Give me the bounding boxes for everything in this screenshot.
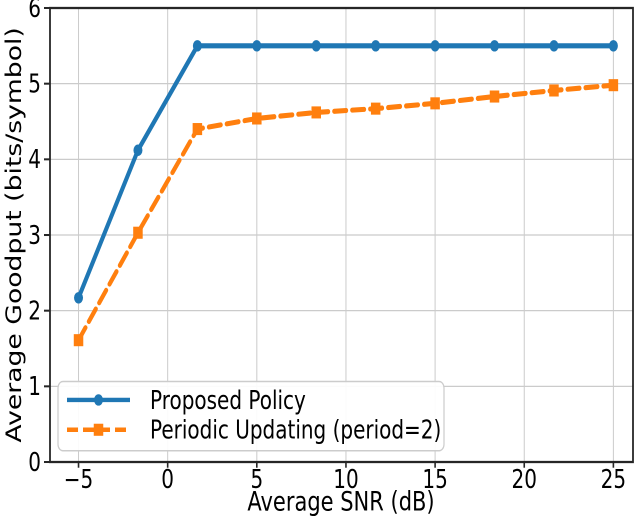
proposed-policy-marker	[549, 40, 559, 52]
x-tick-label: 25	[601, 466, 626, 495]
series-proposed-policy	[74, 40, 618, 304]
periodic-updating-period-2-line	[76, 82, 616, 343]
y-tick-label: 1	[28, 373, 41, 402]
proposed-policy-marker	[133, 144, 143, 156]
legend-label-periodic-updating: Periodic Updating (period=2)	[150, 416, 441, 445]
legend-sample-marker	[93, 423, 104, 436]
legend: Proposed Policy Periodic Updating (perio…	[57, 380, 445, 452]
periodic-updating-period-2-marker	[489, 90, 500, 103]
periodic-updating-period-2-marker	[252, 112, 262, 125]
y-tick-label: 2	[28, 297, 41, 326]
x-tick-label: 5	[250, 466, 263, 495]
x-tick-label: −5	[64, 466, 93, 495]
periodic-updating-period-2-marker	[73, 334, 84, 347]
periodic-updating-period-2-marker	[430, 97, 440, 110]
x-tick-label: 10	[333, 466, 358, 495]
proposed-policy-marker	[608, 40, 618, 52]
y-tick-label: 0	[28, 449, 41, 478]
legend-label-proposed-policy: Proposed Policy	[150, 387, 306, 416]
legend-sample-marker	[94, 394, 103, 406]
proposed-policy-line	[76, 43, 616, 301]
proposed-policy-marker	[430, 40, 440, 52]
proposed-policy-marker	[74, 292, 84, 304]
legend-box	[57, 380, 445, 452]
series-periodic-updating-period-2	[73, 79, 619, 347]
y-tick-label: 5	[28, 70, 41, 99]
tick-labels: −5 0 5 10 15 20 25 0 1 2 3 4 5 6	[28, 0, 626, 495]
x-axis-label: Average SNR (dB)	[247, 486, 434, 517]
periodic-updating-period-2-marker	[549, 84, 559, 97]
proposed-policy-marker	[252, 40, 262, 52]
x-tick-label: 0	[161, 466, 174, 495]
y-axis-label: Average Goodput (bits/symbol)	[2, 27, 27, 442]
data-series	[73, 40, 619, 347]
x-tick-label: 20	[512, 466, 537, 495]
periodic-updating-period-2-marker	[370, 102, 381, 115]
periodic-updating-period-2-marker	[311, 106, 321, 119]
y-tick-label: 4	[28, 146, 41, 175]
periodic-updating-period-2-marker	[133, 226, 143, 239]
proposed-policy-marker	[490, 40, 500, 52]
axis-ticks	[44, 6, 615, 468]
proposed-policy-marker	[192, 40, 202, 52]
x-tick-label: 15	[422, 466, 447, 495]
periodic-updating-period-2-marker	[608, 79, 619, 92]
proposed-policy-marker	[371, 40, 381, 52]
proposed-policy-marker	[311, 40, 321, 52]
y-tick-label: 6	[28, 0, 41, 24]
legend-samples	[67, 394, 130, 436]
y-tick-label: 3	[28, 222, 41, 251]
periodic-updating-period-2-marker	[192, 123, 203, 136]
